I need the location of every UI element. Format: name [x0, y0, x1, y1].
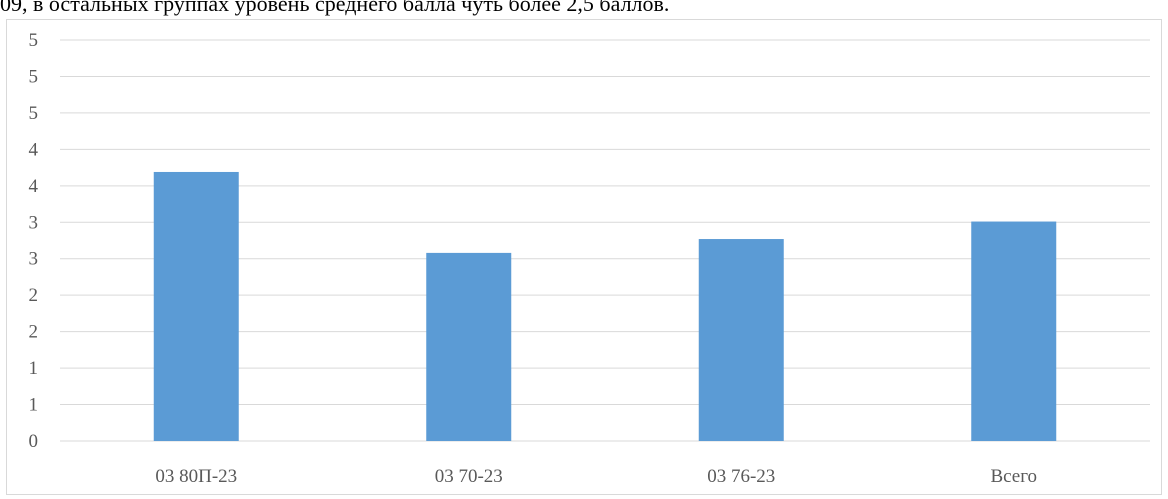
y-tick-label: 2 — [29, 322, 39, 343]
gridlines — [60, 39, 1150, 442]
y-tick-label: 5 — [29, 103, 39, 124]
context-text: 09, в остальных группах уровень среднего… — [0, 0, 670, 16]
y-tick-label: 4 — [29, 176, 39, 197]
bar — [971, 221, 1057, 441]
y-axis-ticks: 0 1 1 2 2 3 3 4 4 5 5 5 — [29, 30, 39, 452]
x-tick-label: 03 76-23 — [707, 466, 775, 487]
x-axis-ticks: 03 80П-23 03 70-23 03 76-23 Всего — [155, 466, 1037, 487]
y-tick-label: 1 — [29, 395, 39, 416]
x-tick-label: Всего — [990, 466, 1037, 487]
y-tick-label: 2 — [29, 285, 39, 306]
y-tick-label: 3 — [29, 249, 39, 270]
bars — [153, 171, 1057, 441]
bar — [426, 252, 512, 441]
bar — [153, 171, 239, 441]
x-tick-label: 03 80П-23 — [155, 466, 237, 487]
bar — [698, 239, 784, 441]
y-tick-label: 5 — [29, 30, 39, 51]
y-tick-label: 0 — [29, 431, 39, 452]
y-tick-label: 5 — [29, 66, 39, 87]
y-tick-label: 1 — [29, 358, 39, 379]
y-tick-label: 3 — [29, 212, 39, 233]
y-tick-label: 4 — [29, 139, 39, 160]
x-tick-label: 03 70-23 — [435, 466, 503, 487]
